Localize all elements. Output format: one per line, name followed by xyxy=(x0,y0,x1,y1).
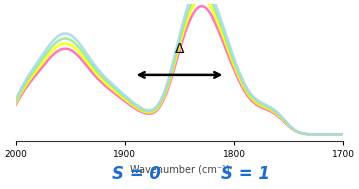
Text: $\Delta$: $\Delta$ xyxy=(174,42,185,56)
Text: S = 0: S = 0 xyxy=(112,165,161,183)
Text: S = 1: S = 1 xyxy=(220,165,270,183)
X-axis label: Wavenumber (cm⁻¹): Wavenumber (cm⁻¹) xyxy=(130,164,229,174)
